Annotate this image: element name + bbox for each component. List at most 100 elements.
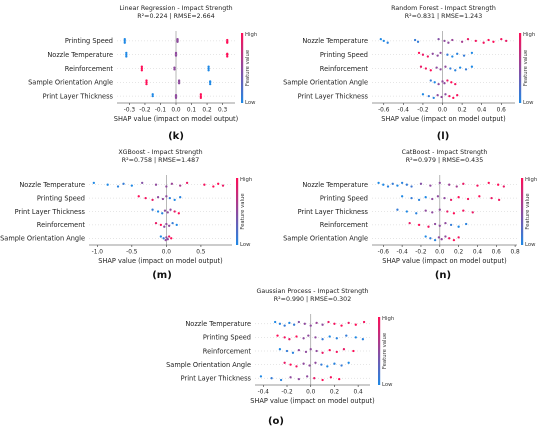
shap-point [456, 94, 459, 97]
shap-point [440, 95, 443, 99]
shap-point [314, 361, 317, 364]
chart-title: XGBoost - Impact Strength [118, 149, 202, 156]
shap-point [466, 37, 470, 41]
x-tick-label: -0.1 [155, 108, 167, 114]
shap-point [436, 54, 439, 57]
shap-point [451, 38, 454, 42]
colorbar-title: Feature value [245, 50, 251, 86]
shap-point [335, 350, 338, 354]
x-tick-label: 0.0 [438, 108, 448, 114]
shap-point [177, 212, 180, 215]
shap-point [156, 196, 160, 199]
shap-point [259, 375, 263, 378]
x-tick-label: 0.2 [330, 390, 340, 396]
shap-point [424, 235, 427, 238]
shap-point [429, 237, 432, 240]
shap-point [500, 37, 503, 41]
shap-point [362, 320, 366, 324]
shap-point [171, 221, 174, 225]
feature-label: Reinforcement [37, 221, 86, 229]
shap-point [151, 208, 154, 211]
colorbar-low-label: Low [245, 100, 256, 106]
shap-point [174, 54, 178, 57]
shap-point [471, 211, 474, 214]
x-tick-label: 0.0 [435, 250, 445, 256]
shap-point [226, 52, 229, 55]
shap-point [419, 182, 423, 185]
shap-point [279, 378, 283, 382]
x-tick-label: 0.2 [457, 108, 467, 114]
panel-label: (o) [268, 416, 284, 427]
shap-point [315, 349, 318, 353]
shap-point [226, 40, 229, 43]
x-axis-title: SHAP value (impact on model output) [381, 115, 505, 123]
shap-point [167, 224, 171, 227]
shap-point [288, 338, 291, 341]
x-tick-label: 0.5 [196, 250, 206, 256]
shap-point [436, 195, 440, 198]
shap-point [443, 196, 446, 200]
shap-point [165, 185, 168, 188]
x-tick-label: 0.6 [492, 250, 502, 256]
shap-point [487, 38, 490, 42]
shap-point [386, 41, 389, 44]
shap-point [459, 66, 462, 69]
shap-point [465, 222, 468, 226]
shap-point [161, 197, 165, 201]
shap-point [415, 212, 418, 215]
shap-point [436, 94, 439, 97]
shap-point [226, 55, 229, 58]
shap-point [291, 351, 295, 354]
shap-point [165, 222, 168, 226]
x-tick-label: -1.0 [92, 250, 104, 256]
shap-point [450, 81, 453, 84]
chart-title: Linear Regression - Impact Strength [119, 5, 232, 12]
shap-point [454, 69, 457, 72]
x-tick-label: -0.2 [281, 390, 293, 396]
colorbar-high-label: High [245, 32, 257, 38]
shap-point [140, 67, 143, 70]
shap-point [438, 208, 441, 211]
shap-point [457, 236, 460, 239]
shap-point [144, 196, 147, 200]
shap-point [140, 69, 143, 72]
shap-point [221, 184, 225, 187]
shap-point [354, 323, 357, 326]
shap-point [431, 197, 434, 201]
shap-point [165, 195, 168, 198]
shap-point [170, 182, 174, 185]
shap-point [421, 93, 425, 96]
x-tick-label: -0.4 [258, 390, 270, 396]
feature-label: Print Layer Thickness [15, 208, 86, 216]
shap-point [444, 235, 447, 238]
shap-point [306, 375, 309, 378]
colorbar-low-label: Low [240, 242, 251, 248]
feature-label: Print Layer Thickness [298, 92, 369, 100]
shap-point [185, 181, 189, 185]
shap-point [437, 37, 440, 41]
shap-point [141, 181, 144, 185]
feature-label: Sample Orientation Angle [28, 79, 113, 87]
shap-point [304, 350, 308, 354]
shap-point [427, 225, 430, 228]
shap-point [490, 196, 493, 200]
shap-point [448, 183, 451, 186]
shap-point [502, 185, 505, 188]
shap-point [443, 39, 446, 43]
shap-point [497, 198, 501, 202]
shap-point [426, 55, 429, 58]
shap-point [457, 196, 460, 199]
chart-panel: Random Forest - Impact StrengthR²=0.831 … [283, 5, 535, 142]
x-tick-label: 0.3 [218, 108, 228, 114]
shap-point [338, 377, 341, 381]
shap-point [166, 238, 169, 241]
shap-point [424, 196, 427, 199]
shap-point [199, 94, 202, 98]
shap-point [329, 376, 333, 379]
shap-point [207, 65, 210, 68]
shap-point [470, 65, 474, 68]
shap-point [106, 183, 109, 186]
shap-point [429, 69, 432, 72]
shap-point [400, 181, 404, 185]
